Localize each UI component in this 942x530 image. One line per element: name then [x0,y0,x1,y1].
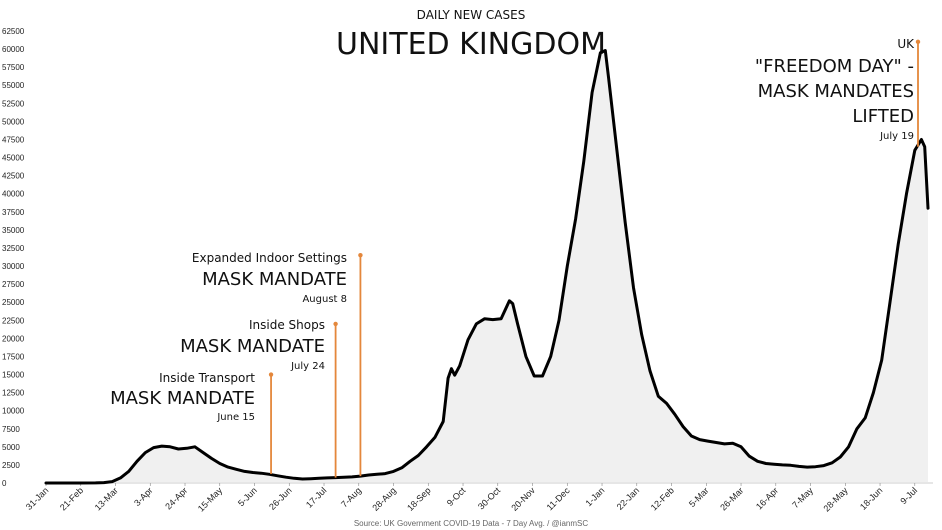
y-tick-label: 22500 [2,316,25,325]
x-tick-label: 30-Oct [476,485,503,512]
area-fill [46,50,928,483]
annotation-transport-title: MASK MANDATE [110,388,255,409]
annotation-shops: Inside Shops MASK MANDATE July 24 [180,318,325,372]
annotation-freedom-label: UK [897,37,915,51]
y-tick-label: 7500 [2,425,20,434]
x-tick-label: 17-Jul [304,485,328,509]
x-tick-label: 20-Nov [509,485,537,513]
annotation-indoor-date: August 8 [302,294,347,305]
y-tick-label: 35000 [2,226,25,235]
marker-july-24-dot [333,321,338,327]
y-tick-label: 47500 [2,135,25,144]
annotation-shops-date: July 24 [290,361,325,372]
x-tick-label: 28-May [821,485,850,514]
y-tick-label: 30000 [2,262,25,271]
y-tick-label: 15000 [2,371,25,380]
y-tick-label: 20000 [2,334,25,343]
annotation-shops-label: Inside Shops [249,318,325,332]
y-tick-label: 10000 [2,407,25,416]
y-tick-label: 57500 [2,63,25,72]
y-tick-label: 45000 [2,154,25,163]
x-tick-label: 15-May [196,485,225,514]
y-tick-label: 25000 [2,298,25,307]
x-tick-label: 7-May [790,485,815,510]
x-tick-label: 18-Sep [405,485,433,513]
x-tick-label: 9-Jul [898,485,919,506]
x-tick-label: 11-Dec [545,485,572,512]
marker-july-19-dot [915,39,921,45]
annotation-indoor-label: Expanded Indoor Settings [192,251,347,265]
y-tick-label: 0 [2,479,7,488]
chart-title: UNITED KINGDOM [336,27,606,62]
x-tick-label: 7-Aug [339,485,363,509]
x-axis: 31-Jan 21-Feb 13-Mar 3-Apr 24-Apr 15-May 5-Jun… [24,483,919,514]
x-tick-label: 24-Apr [163,485,189,511]
y-tick-label: 37500 [2,208,25,217]
annotation-freedom-title-2: MASK MANDATES [758,81,914,102]
annotation-indoor: Expanded Indoor Settings MASK MANDATE Au… [192,251,347,305]
marker-june-15-dot [268,372,274,377]
y-tick-label: 62500 [2,27,25,36]
source-note: Source: UK Government COVID-19 Data - 7 … [354,519,589,528]
x-tick-label: 18-Jun [858,485,885,512]
chart-subtitle: DAILY NEW CASES [417,8,526,22]
annotation-freedom-date: July 19 [879,131,914,142]
x-tick-label: 28-Aug [370,485,398,513]
y-tick-label: 40000 [2,190,25,199]
y-tick-label: 27500 [2,280,25,289]
x-tick-label: 31-Jan [24,485,51,512]
x-tick-label: 21-Feb [58,485,85,512]
y-tick-label: 60000 [2,45,25,54]
x-tick-label: 26-Jun [267,485,294,512]
annotation-freedom-day: UK "FREEDOM DAY" - MASK MANDATES LIFTED … [755,37,915,142]
x-tick-label: 9-Oct [445,485,468,508]
annotation-shops-title: MASK MANDATE [180,336,325,357]
y-tick-label: 2500 [2,461,20,470]
annotation-freedom-title-3: LIFTED [852,106,914,127]
y-tick-label: 42500 [2,172,25,181]
y-tick-label: 5000 [2,443,20,452]
series-line [44,49,930,485]
x-tick-label: 5-Jun [236,485,259,508]
annotation-freedom-title-1: "FREEDOM DAY" - [755,56,914,77]
y-tick-label: 50000 [2,117,25,126]
y-tick-label: 17500 [2,352,25,361]
y-tick-label: 55000 [2,81,25,90]
x-tick-label: 12-Feb [649,485,676,512]
annotation-indoor-title: MASK MANDATE [202,269,347,290]
x-tick-label: 22-Jan [615,485,642,512]
annotation-transport-label: Inside Transport [159,371,255,385]
y-tick-label: 32500 [2,244,25,253]
annotation-transport: Inside Transport MASK MANDATE June 15 [110,371,255,423]
x-tick-label: 5-Mar [687,485,711,509]
annotation-transport-date: June 15 [216,412,255,423]
mandate-markers [268,39,921,478]
x-tick-label: 13-Mar [93,485,120,512]
x-tick-label: 16-Apr [754,485,780,511]
y-tick-label: 52500 [2,99,25,108]
x-tick-label: 26-Mar [718,485,745,512]
x-tick-label: 3-Apr [132,485,155,508]
marker-august-8-dot [358,252,363,258]
x-tick-label: 1-Jan [583,485,606,508]
y-tick-label: 12500 [2,389,25,398]
